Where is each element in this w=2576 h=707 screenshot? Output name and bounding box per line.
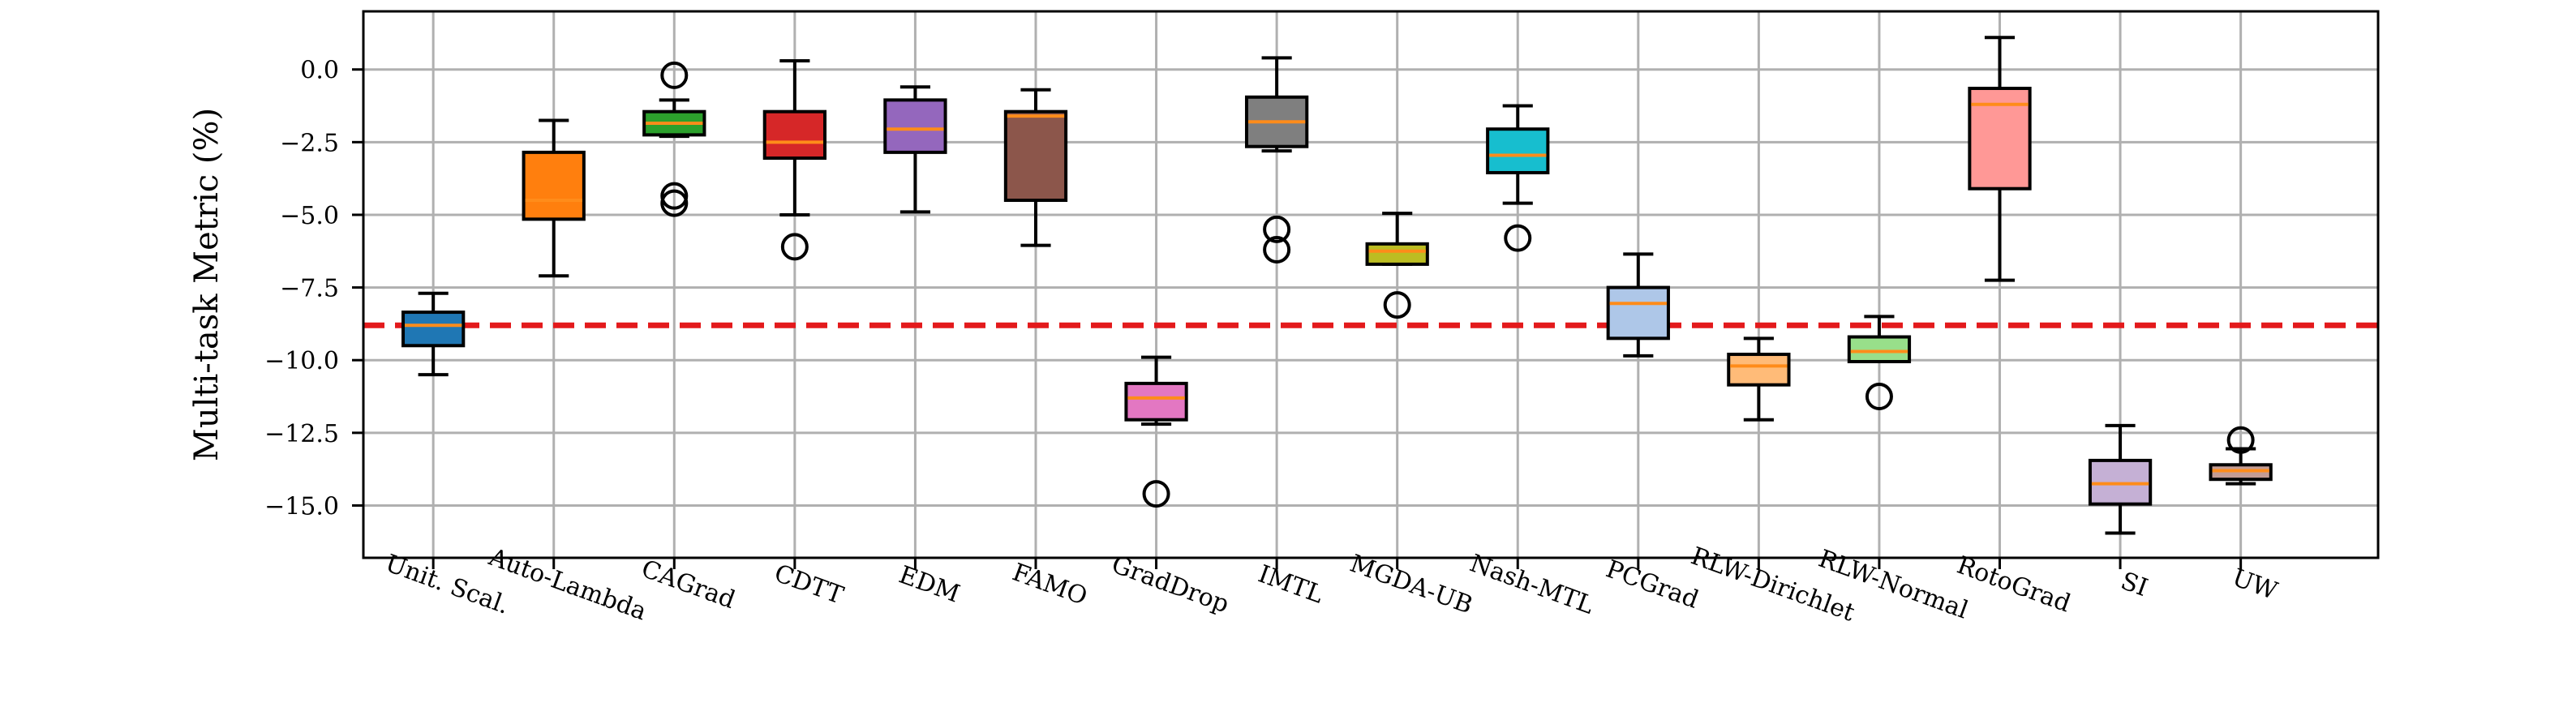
box-rotograd [1968, 36, 2032, 282]
flier-point [2226, 426, 2255, 454]
box-body [401, 311, 466, 348]
box-pcgrad [1606, 252, 1670, 358]
y-tick-label: −7.5 [280, 275, 339, 303]
y-tick-label: −15.0 [264, 492, 339, 521]
box-body [522, 150, 586, 221]
box-mgda-ub [1365, 212, 1429, 319]
box-body [1003, 109, 1068, 203]
box-rlw-normal [1847, 315, 1912, 411]
box-si [2088, 423, 2153, 535]
y-tick-label: −12.5 [264, 420, 339, 448]
x-tick-label: Auto-Lambda [484, 542, 650, 626]
flier-point [1263, 215, 1291, 243]
x-tick-label: FAMO [1009, 558, 1091, 611]
box-body [1124, 381, 1188, 422]
y-tick-label: −5.0 [280, 202, 339, 230]
y-tick-label: 0.0 [300, 57, 339, 85]
box-cdtt [762, 58, 827, 261]
box-famo [1003, 88, 1068, 247]
x-tick-label: CAGrad [638, 555, 739, 615]
flier-point [660, 61, 689, 89]
grid-lines [363, 11, 2378, 558]
y-tick-label: −2.5 [280, 129, 339, 157]
box-body [1847, 335, 1912, 364]
flier-point [1263, 235, 1291, 264]
flier-point [1142, 480, 1170, 508]
boxes-group [401, 36, 2273, 535]
x-tick-label: SI [2117, 567, 2151, 602]
box-imtl [1244, 56, 1309, 264]
y-axis-ticks: 0.0 −2.5 −5.0 −7.5 −10.0 −12.5 −15.0 [264, 57, 363, 521]
y-axis-label: Multi-task Metric (%) [188, 108, 225, 461]
flier-point [1865, 383, 1893, 411]
flier-point [1504, 224, 1532, 252]
box-body [1727, 353, 1791, 387]
flier-point [780, 233, 809, 261]
x-tick-label: RotoGrad [1953, 551, 2074, 619]
box-rlw-dirichlet [1727, 336, 1791, 422]
box-nash-mtl [1486, 104, 1550, 252]
x-tick-label: UW [2229, 563, 2282, 606]
box-graddrop [1124, 355, 1188, 508]
x-tick-label: PCGrad [1602, 555, 1702, 614]
flier-point [1383, 291, 1411, 319]
plot-frame [362, 10, 2380, 559]
flier-point [660, 182, 689, 210]
flier-point [660, 189, 689, 217]
box-body [883, 98, 947, 154]
x-tick-label: Nash-MTL [1466, 549, 1598, 620]
x-tick-label: EDM [895, 561, 964, 609]
x-tick-label: MGDA-UB [1346, 550, 1476, 620]
x-tick-label: GradDrop [1108, 551, 1233, 619]
box-body [1486, 127, 1550, 174]
box-cagrad [642, 61, 706, 217]
box-body [1365, 242, 1429, 266]
y-tick-label: −10.0 [264, 347, 339, 375]
box-body [1606, 285, 1670, 341]
x-tick-label: CDTT [771, 559, 847, 611]
box-unit-scal- [401, 291, 466, 377]
box-auto-lambda [522, 118, 586, 278]
box-uw [2209, 426, 2273, 486]
x-tick-label: IMTL [1255, 560, 1328, 610]
box-body [762, 109, 827, 161]
box-edm [883, 85, 947, 214]
